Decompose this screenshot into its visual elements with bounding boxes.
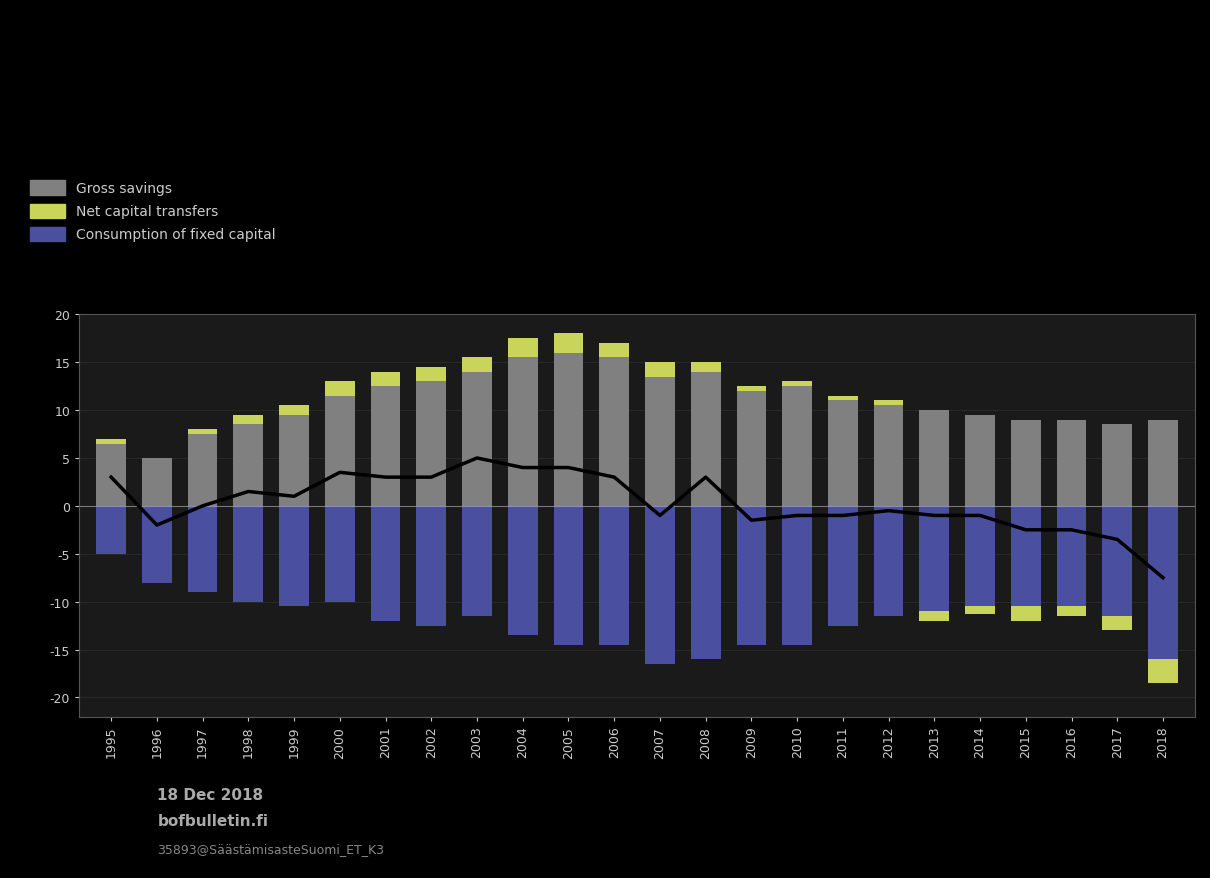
Bar [874,406,904,507]
Bar [645,507,675,664]
Bar [142,458,172,507]
Bar [1010,507,1041,607]
Bar [280,415,309,507]
Bar [370,372,401,386]
Bar [97,444,126,507]
Bar [645,378,675,507]
Bar [280,507,309,607]
Bar [1102,425,1133,507]
Bar [462,358,492,372]
Text: 35893@SäästämisasteSuomi_ET_K3: 35893@SäästämisasteSuomi_ET_K3 [157,842,385,854]
Bar [462,372,492,507]
Bar [554,353,583,507]
Bar [325,396,355,507]
Bar [280,406,309,415]
Bar [416,507,446,626]
Bar [97,439,126,444]
Bar [966,507,995,607]
Bar [234,415,264,425]
Bar [416,382,446,507]
Bar [508,507,537,636]
Bar [1102,507,1133,616]
Bar [599,507,629,645]
Bar [645,363,675,378]
Bar [737,507,766,645]
Bar [920,411,949,507]
Bar [874,507,904,616]
Bar [691,372,720,507]
Bar [691,363,720,372]
Bar [1010,421,1041,507]
Bar [97,507,126,554]
Bar [234,425,264,507]
Bar [966,415,995,507]
Bar [828,401,858,507]
Bar [188,429,218,435]
Bar [1056,421,1087,507]
Bar [370,386,401,507]
Bar [554,334,583,353]
Bar [691,507,720,659]
Legend: Gross savings, Net capital transfers, Consumption of fixed capital: Gross savings, Net capital transfers, Co… [30,181,276,242]
Bar [188,507,218,593]
Bar [1148,421,1177,507]
Bar [783,382,812,386]
Bar [1056,607,1087,616]
Bar [462,507,492,616]
Bar [1148,659,1177,683]
Bar [1056,507,1087,607]
Bar [325,507,355,602]
Bar [508,358,537,507]
Bar [1148,507,1177,659]
Bar [783,507,812,645]
Bar [737,392,766,507]
Bar [416,368,446,382]
Bar [828,507,858,626]
Bar [370,507,401,621]
Bar [188,435,218,507]
Bar [920,507,949,612]
Bar [1102,616,1133,630]
Bar [325,382,355,396]
Bar [737,386,766,392]
Bar [874,401,904,406]
Bar [966,607,995,615]
Bar [599,358,629,507]
Bar [554,507,583,645]
Bar [508,339,537,358]
Bar [142,507,172,583]
Text: bofbulletin.fi: bofbulletin.fi [157,813,269,828]
Bar [783,386,812,507]
Bar [1010,607,1041,621]
Text: 18 Dec 2018: 18 Dec 2018 [157,787,264,802]
Bar [234,507,264,602]
Bar [828,396,858,401]
Bar [920,612,949,621]
Bar [599,343,629,358]
